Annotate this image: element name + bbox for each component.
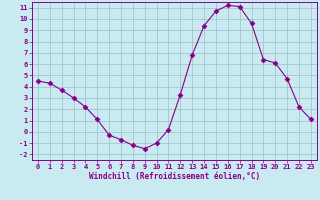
X-axis label: Windchill (Refroidissement éolien,°C): Windchill (Refroidissement éolien,°C) [89, 172, 260, 181]
